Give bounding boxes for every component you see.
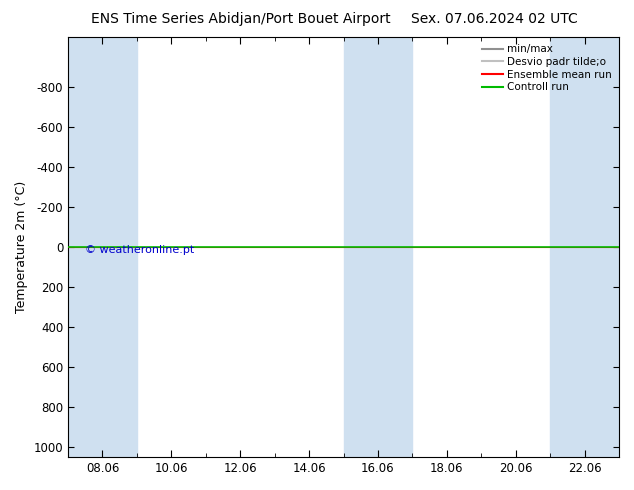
Bar <box>550 37 619 457</box>
Y-axis label: Temperature 2m (°C): Temperature 2m (°C) <box>15 181 28 313</box>
Bar <box>68 37 137 457</box>
Text: © weatheronline.pt: © weatheronline.pt <box>85 245 195 255</box>
Bar <box>344 37 412 457</box>
Text: ENS Time Series Abidjan/Port Bouet Airport: ENS Time Series Abidjan/Port Bouet Airpo… <box>91 12 391 26</box>
Legend: min/max, Desvio padr tilde;o, Ensemble mean run, Controll run: min/max, Desvio padr tilde;o, Ensemble m… <box>478 40 616 97</box>
Text: Sex. 07.06.2024 02 UTC: Sex. 07.06.2024 02 UTC <box>411 12 578 26</box>
